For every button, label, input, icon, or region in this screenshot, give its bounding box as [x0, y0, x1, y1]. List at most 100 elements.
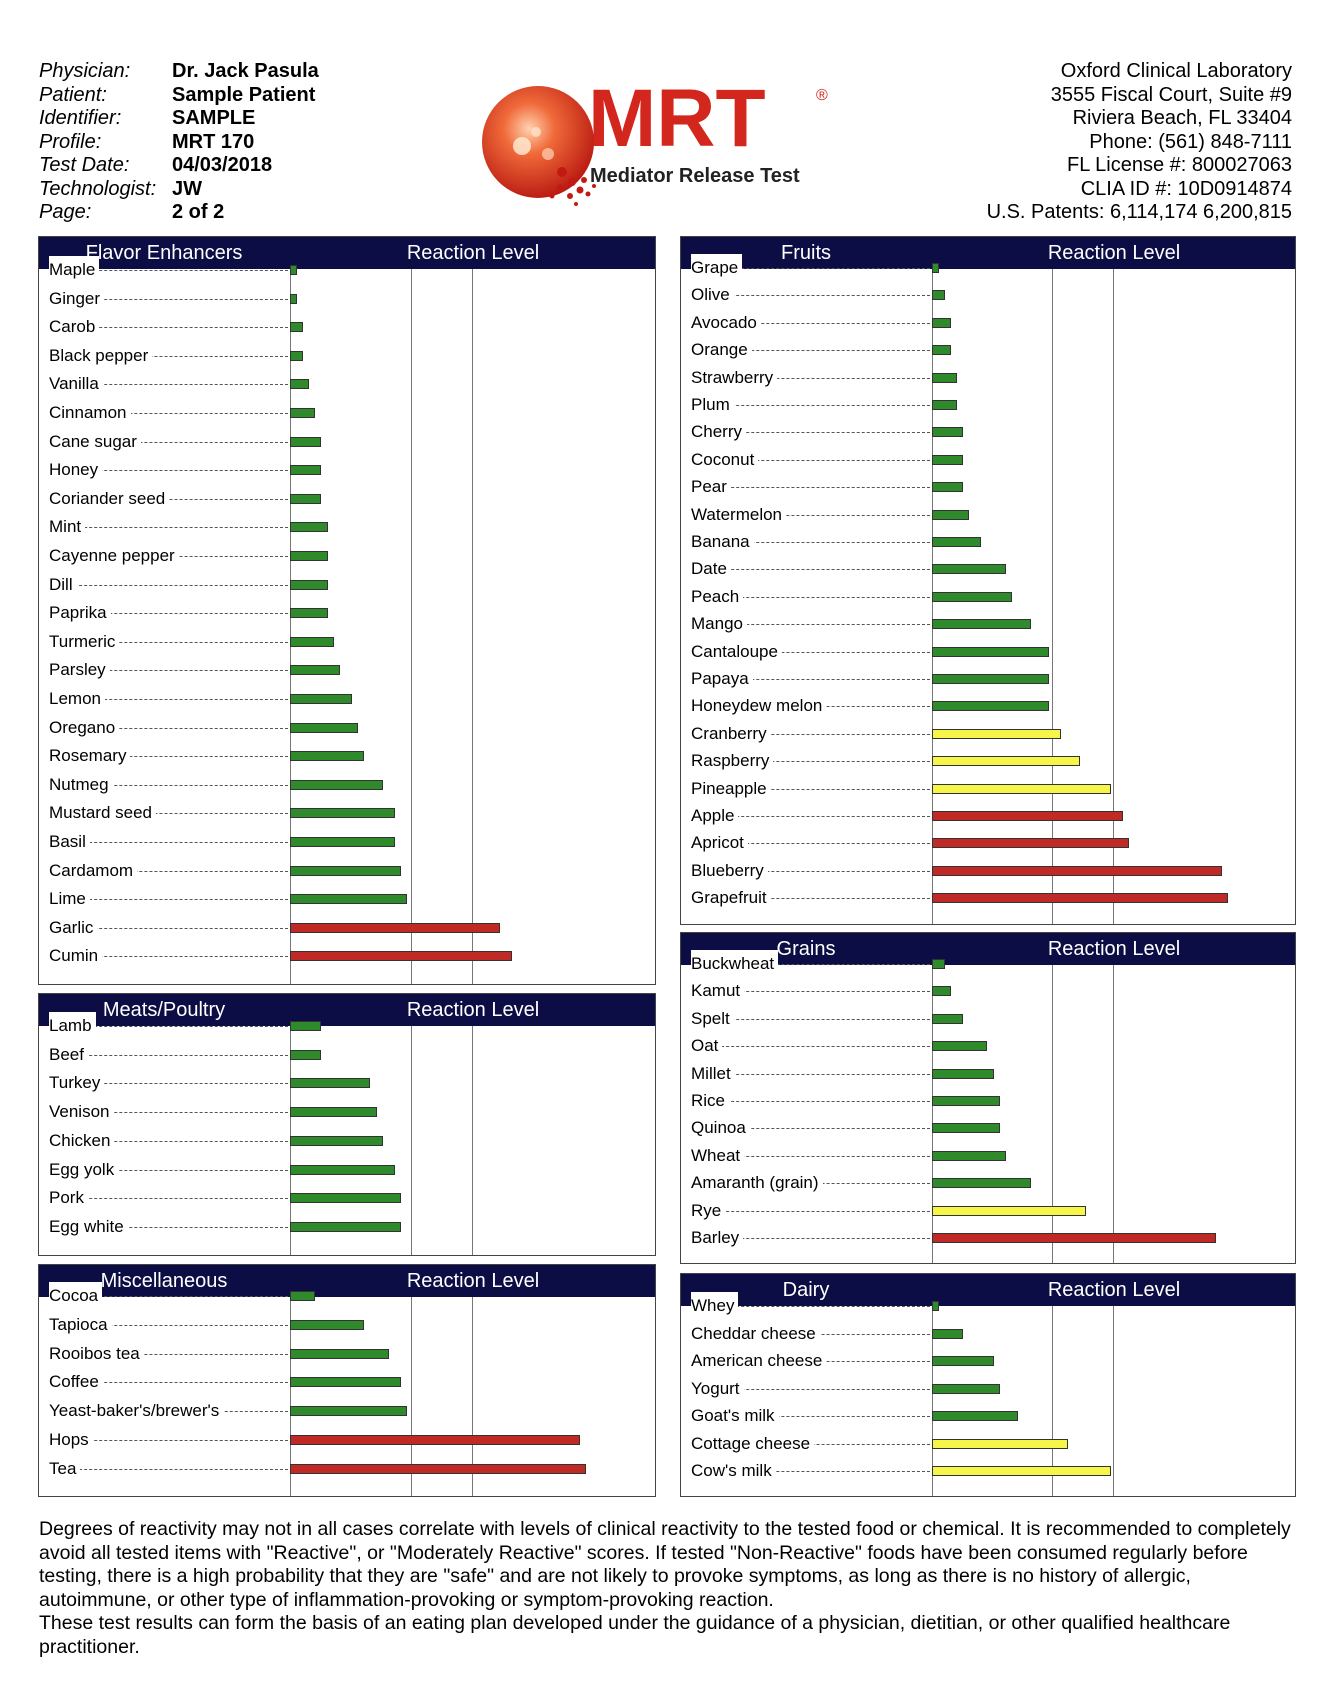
food-label: Grapefruit: [691, 884, 771, 913]
panel-body: Lamb Beef Turkey Venison Chicken Egg yolk Pork…: [39, 1012, 657, 1255]
reaction-bar: [932, 482, 963, 493]
panel-header: Miscellaneous Reaction Level: [39, 1265, 655, 1297]
leader-dots: [49, 298, 288, 300]
info-label: Technologist:: [39, 177, 157, 200]
info-value: 04/03/2018: [172, 154, 273, 176]
food-row: Chicken: [39, 1126, 657, 1155]
food-row: Basil: [39, 828, 657, 856]
panel-dairy: Dairy Reaction Level Whey Cheddar cheese Ame…: [680, 1273, 1296, 1497]
reaction-bar: [932, 1383, 1000, 1394]
info-row: Page: 2 of 2: [39, 201, 319, 225]
leader-dots: [691, 898, 930, 900]
reaction-bar: [932, 1068, 994, 1079]
food-label: Rooibos tea: [49, 1339, 144, 1368]
food-label: Kamut: [691, 977, 745, 1006]
reaction-bar: [932, 1041, 988, 1052]
food-row: Oregano: [39, 713, 657, 742]
food-row: Maple: [39, 256, 657, 284]
reaction-bar: [290, 522, 328, 533]
leader-dots: [691, 1210, 930, 1212]
info-label: Identifier:: [39, 107, 122, 129]
lab-line: Oxford Clinical Laboratory: [1060, 60, 1292, 82]
food-label: Cumin: [49, 942, 103, 971]
food-row: Beef: [39, 1040, 657, 1069]
category-title: Flavor Enhancers: [85, 242, 243, 264]
food-row: Rosemary: [39, 742, 657, 771]
panel-body: Cocoa Tapioca Rooibos tea Coffee Yeast-baker…: [39, 1282, 657, 1496]
disclaimer-paragraph-1: Degrees of reactivity may not in all cas…: [39, 1518, 1291, 1611]
reaction-bar: [932, 701, 1050, 712]
food-row: Apple: [681, 802, 1297, 830]
leader-dots: [691, 991, 930, 993]
food-row: Cheddar cheese: [681, 1319, 1297, 1348]
reaction-bar: [290, 493, 322, 504]
leader-dots: [691, 459, 930, 461]
food-label: Cheddar cheese: [691, 1319, 820, 1348]
food-row: Lime: [39, 885, 657, 914]
food-row: Buckwheat: [681, 950, 1297, 978]
leader-dots: [49, 327, 288, 329]
reaction-bar: [290, 808, 396, 819]
leader-dots: [691, 1471, 930, 1472]
food-row: Ginger: [39, 284, 657, 313]
grid-line: [1112, 965, 1114, 1263]
leader-dots: [49, 641, 288, 643]
leader-dots: [49, 270, 288, 271]
reaction-bar: [290, 1135, 384, 1146]
reaction-bar: [932, 674, 1050, 684]
reaction-bar: [932, 1328, 963, 1339]
food-row: Black pepper: [39, 341, 657, 370]
food-label: Cranberry: [691, 719, 771, 748]
reaction-level-header: Reaction Level: [406, 999, 540, 1021]
reaction-bar: [290, 436, 322, 447]
reaction-bar: [290, 665, 341, 676]
leader-dots: [49, 842, 288, 843]
food-label: Turmeric: [49, 627, 120, 656]
reaction-bar: [290, 551, 328, 561]
food-row: Cherry: [681, 418, 1297, 447]
reaction-bar: [290, 1348, 390, 1359]
reaction-bar: [290, 636, 335, 647]
food-label: Lemon: [49, 685, 105, 713]
reaction-bar: [290, 1406, 408, 1417]
food-label: Rosemary: [49, 742, 131, 771]
leader-dots: [691, 569, 930, 571]
reaction-bar: [932, 290, 945, 301]
reaction-bar: [290, 694, 353, 704]
leader-dots: [691, 542, 930, 543]
reaction-level-header: Reaction Level: [1047, 1279, 1181, 1301]
food-row: Coconut: [681, 445, 1297, 474]
leader-dots: [49, 1026, 288, 1027]
logo-brand: MRT: [588, 84, 766, 164]
reaction-bar: [932, 454, 963, 465]
reaction-bar: [290, 722, 359, 733]
leader-dots: [49, 584, 288, 586]
reaction-bar: [290, 1021, 322, 1031]
axis-line: [932, 965, 933, 1263]
reaction-bar: [290, 922, 500, 933]
food-row: Lemon: [39, 685, 657, 713]
leader-dots: [49, 1382, 288, 1384]
food-label: Beef: [49, 1040, 88, 1069]
food-row: Cantaloupe: [681, 637, 1297, 666]
reaction-bar: [932, 1178, 1031, 1189]
reaction-bar: [290, 1107, 377, 1118]
grid-line: [1052, 965, 1054, 1263]
food-row: Hops: [39, 1426, 657, 1454]
food-row: Kamut: [681, 977, 1297, 1006]
reaction-bar: [932, 1013, 963, 1024]
leader-dots: [691, 377, 930, 379]
reaction-bar: [290, 579, 328, 590]
food-row: Nutmeg: [39, 770, 657, 799]
food-label: Quinoa: [691, 1114, 750, 1143]
panel-header: Meats/Poultry Reaction Level: [39, 994, 655, 1026]
food-label: Venison: [49, 1098, 114, 1127]
disclaimer-paragraph-2: These test results can form the basis of…: [39, 1612, 1231, 1658]
leader-dots: [691, 761, 930, 763]
leader-dots: [691, 1128, 930, 1130]
grid-line: [1052, 1306, 1054, 1496]
reaction-bar: [290, 1291, 316, 1301]
food-label: Chicken: [49, 1126, 115, 1155]
food-row: Raspberry: [681, 747, 1297, 776]
reaction-bar: [932, 400, 957, 410]
